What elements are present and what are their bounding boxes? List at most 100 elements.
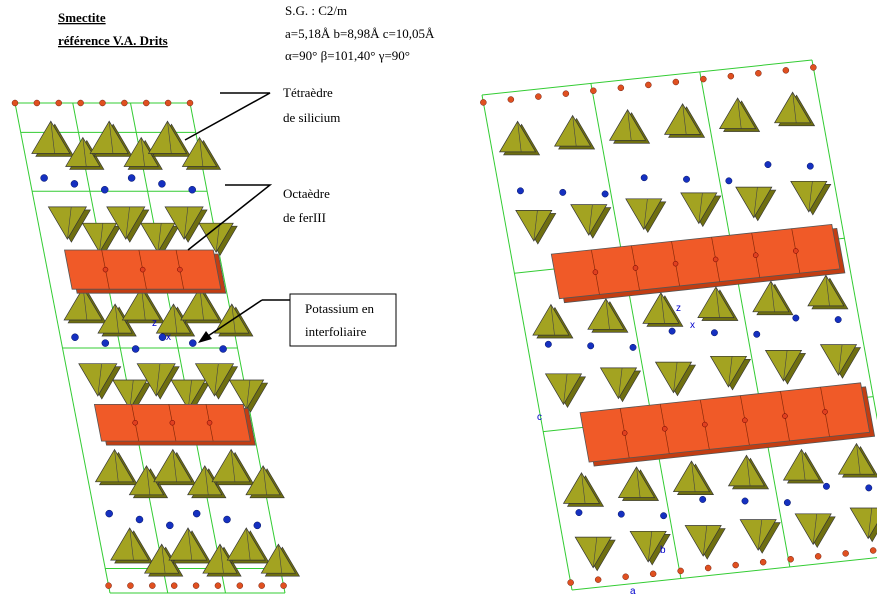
axis-label: z	[152, 318, 157, 329]
tetra-edge	[801, 449, 806, 481]
tetrahedron	[31, 120, 71, 154]
tetra-edge	[215, 223, 220, 253]
tetra-edge	[140, 137, 145, 167]
oxygen-atom	[677, 567, 684, 575]
tetra-edge	[219, 544, 224, 574]
tetra-edge	[605, 298, 610, 330]
tetra-edge	[246, 379, 251, 410]
potassium-atom	[544, 340, 552, 348]
tetrahedron	[819, 344, 858, 376]
callout-text: Tétraèdre	[283, 85, 333, 100]
tetra-edge	[173, 304, 178, 334]
iron-atom	[712, 256, 719, 263]
tetra-edge	[581, 472, 586, 504]
cell-lengths: a=5,18Å b=8,98Å c=10,05Å	[285, 26, 435, 41]
iron-atom	[177, 266, 183, 273]
tetra-edge	[728, 356, 733, 387]
oxygen-atom	[617, 84, 625, 92]
oxygen-atom	[55, 99, 62, 107]
potassium-atom	[71, 333, 79, 341]
tetra-edge	[114, 304, 119, 334]
potassium-atom	[40, 174, 48, 182]
tetrahedron	[63, 287, 103, 321]
tetra-edge	[183, 206, 189, 240]
tetrahedron	[94, 448, 135, 483]
tetrahedron	[794, 513, 832, 546]
tetrahedron	[672, 460, 711, 493]
oxygen-atom	[814, 553, 822, 560]
oxygen-atom	[127, 582, 134, 589]
iron-atom	[169, 419, 176, 426]
tetrahedron	[608, 109, 647, 141]
tetra-edge	[146, 465, 151, 495]
tetra-edge	[737, 97, 742, 129]
oxygen-atom	[236, 582, 244, 589]
tetra-edge	[67, 206, 72, 240]
potassium-atom	[158, 333, 167, 341]
tetra-edge	[808, 181, 813, 212]
oxygen-atom	[700, 75, 707, 83]
tetrahedron	[147, 120, 188, 154]
potassium-atom	[559, 188, 567, 196]
callout-text: interfoliaire	[305, 324, 367, 339]
tetra-edge	[563, 373, 568, 405]
potassium-atom	[753, 330, 761, 338]
potassium-atom	[806, 162, 814, 170]
potassium-atom	[101, 339, 110, 347]
cell-line	[481, 94, 573, 591]
tetrahedron	[89, 120, 129, 154]
tetra-edge	[592, 537, 598, 568]
octahedron-layer	[550, 223, 841, 300]
potassium-atom	[710, 329, 718, 337]
oxygen-atom	[810, 64, 817, 71]
tetrahedron	[684, 525, 722, 557]
potassium-atom	[192, 509, 201, 518]
tetrahedron	[727, 454, 766, 487]
oxygen-atom	[192, 582, 200, 589]
oxygen-atom	[280, 582, 287, 589]
tetra-edge	[161, 544, 166, 574]
tetra-edge	[702, 525, 708, 557]
iron-atom	[592, 269, 599, 275]
tetra-edge	[230, 449, 236, 482]
tetrahedron	[170, 379, 206, 410]
oxygen-atom	[99, 99, 106, 107]
oxygen-atom	[590, 87, 597, 95]
callout-line	[184, 92, 271, 141]
potassium-atom	[575, 509, 583, 517]
tetrahedron	[642, 292, 680, 324]
potassium-atom	[188, 185, 196, 194]
tetrahedron	[194, 363, 235, 397]
oxygen-atom	[759, 558, 767, 566]
tetra-edge	[114, 449, 119, 482]
tetrahedron	[773, 91, 812, 124]
tetra-edge	[50, 121, 55, 154]
oxygen-atom	[727, 72, 735, 80]
cell-line	[699, 71, 791, 567]
oxygen-atom	[507, 96, 515, 103]
tetra-edge	[792, 92, 797, 123]
potassium-atom	[668, 327, 676, 335]
tetra-edge	[825, 275, 830, 306]
oxygen-atom	[567, 579, 574, 586]
tetrahedron	[663, 103, 702, 135]
tetrahedron	[140, 222, 176, 253]
axis-label: c	[537, 412, 542, 423]
callout-text: de ferIII	[283, 210, 326, 225]
tetrahedron	[790, 180, 828, 213]
tetrahedron	[260, 543, 297, 574]
iron-atom	[621, 430, 628, 436]
potassium-atom	[629, 343, 637, 351]
tetra-edge	[682, 103, 687, 135]
tetra-edge	[187, 527, 193, 561]
tetrahedron	[245, 465, 281, 496]
tetrahedron	[181, 136, 218, 167]
axis-label: a	[630, 586, 636, 597]
structures	[11, 59, 877, 594]
tetra-edge	[715, 286, 720, 318]
iron-atom	[702, 421, 708, 428]
tetrahedron	[47, 206, 88, 240]
tetra-edge	[660, 292, 665, 324]
tetra-edge	[770, 281, 775, 312]
